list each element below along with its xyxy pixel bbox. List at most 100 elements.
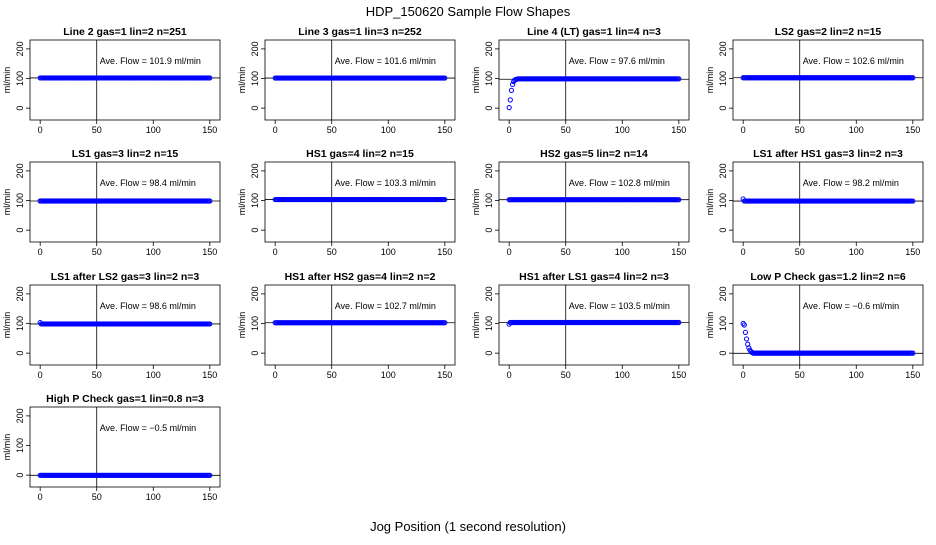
data-points <box>272 75 448 81</box>
y-tick-label: 0 <box>250 228 260 233</box>
y-tick-label: 0 <box>15 351 25 356</box>
x-tick-label: 0 <box>741 370 746 380</box>
panel-6: HS1 gas=4 lin=2 n=15 ml/min 0 50 100 150 0 100 2… <box>237 148 456 257</box>
x-tick-label: 100 <box>146 370 161 380</box>
average-flow-annotation: Ave. Flow = −0.5 ml/min <box>100 423 196 433</box>
data-points <box>740 320 916 356</box>
panel-title: LS1 after HS1 gas=3 lin=2 n=3 <box>753 148 903 160</box>
y-tick-label: 0 <box>718 351 728 356</box>
y-axis-label: ml/min <box>705 189 715 216</box>
x-tick-label: 0 <box>273 370 278 380</box>
average-flow-annotation: Ave. Flow = 97.6 ml/min <box>569 56 665 66</box>
x-tick-label: 50 <box>92 370 102 380</box>
y-axis-label: ml/min <box>2 312 12 339</box>
plot-frame <box>732 161 924 243</box>
x-tick-label: 100 <box>615 125 630 135</box>
x-tick-label: 100 <box>146 247 161 257</box>
y-axis-label: ml/min <box>237 312 247 339</box>
panel-4: LS2 gas=2 lin=2 n=15 ml/min 0 50 100 150 0 100 2… <box>705 26 924 135</box>
data-points <box>506 76 682 111</box>
x-tick-label: 50 <box>795 125 805 135</box>
data-point <box>207 472 213 478</box>
x-tick-label: 50 <box>795 370 805 380</box>
x-tick-label: 150 <box>437 125 452 135</box>
x-tick-label: 50 <box>561 247 571 257</box>
y-tick-label: 100 <box>718 193 728 208</box>
average-flow-annotation: Ave. Flow = 102.7 ml/min <box>335 301 436 311</box>
panel-12: Low P Check gas=1.2 lin=2 n=6 ml/min 0 50 10… <box>705 271 924 380</box>
x-tick-label: 50 <box>561 125 571 135</box>
plot-frame <box>29 161 221 243</box>
y-tick-label: 200 <box>250 286 260 301</box>
data-point <box>506 104 512 111</box>
y-axis-label: ml/min <box>471 312 481 339</box>
y-tick-label: 100 <box>15 316 25 331</box>
data-points <box>37 75 213 81</box>
data-points <box>37 198 213 204</box>
panel-title: Line 2 gas=1 lin=2 n=251 <box>63 26 187 38</box>
y-tick-label: 0 <box>15 106 25 111</box>
data-points <box>506 319 682 327</box>
y-tick-label: 100 <box>484 193 494 208</box>
y-axis-label: ml/min <box>705 67 715 94</box>
y-axis-label: ml/min <box>2 189 12 216</box>
average-flow-annotation: Ave. Flow = 101.6 ml/min <box>335 56 436 66</box>
plot-frame <box>264 284 456 366</box>
x-tick-label: 150 <box>202 492 217 502</box>
y-tick-label: 200 <box>484 163 494 178</box>
panel-title: Low P Check gas=1.2 lin=2 n=6 <box>750 271 905 283</box>
x-tick-label: 0 <box>507 247 512 257</box>
data-point <box>910 75 916 81</box>
x-tick-label: 0 <box>38 370 43 380</box>
x-tick-label: 100 <box>615 247 630 257</box>
data-point <box>508 87 515 93</box>
data-points <box>272 320 448 326</box>
y-tick-label: 100 <box>15 438 25 453</box>
data-points <box>272 196 448 203</box>
average-flow-annotation: Ave. Flow = 103.3 ml/min <box>335 178 436 188</box>
panel-9: LS1 after LS2 gas=3 lin=2 n=3 ml/min 0 50 10… <box>2 271 221 380</box>
x-axis-label: Jog Position (1 second resolution) <box>370 519 566 534</box>
average-flow-annotation: Ave. Flow = 98.4 ml/min <box>100 178 196 188</box>
average-flow-annotation: Ave. Flow = 101.9 ml/min <box>100 56 201 66</box>
y-axis-label: ml/min <box>471 67 481 94</box>
panel-2: Line 3 gas=1 lin=3 n=252 ml/min 0 50 100 150 0… <box>237 26 456 135</box>
x-tick-label: 0 <box>38 125 43 135</box>
y-axis-label: ml/min <box>237 189 247 216</box>
x-tick-label: 150 <box>437 247 452 257</box>
y-tick-label: 200 <box>15 408 25 423</box>
panel-title: HS1 gas=4 lin=2 n=15 <box>306 148 414 160</box>
x-tick-label: 0 <box>741 125 746 135</box>
data-point <box>442 75 448 81</box>
y-tick-label: 200 <box>250 163 260 178</box>
x-tick-label: 100 <box>849 370 864 380</box>
data-point <box>910 198 916 204</box>
plot-frame <box>732 39 924 121</box>
panel-title: High P Check gas=1 lin=0.8 n=3 <box>46 393 204 405</box>
panel-title: Line 3 gas=1 lin=3 n=252 <box>298 26 422 38</box>
y-tick-label: 200 <box>484 41 494 56</box>
average-flow-annotation: Ave. Flow = 102.6 ml/min <box>803 56 904 66</box>
y-tick-label: 100 <box>250 71 260 86</box>
y-tick-label: 100 <box>718 316 728 331</box>
y-tick-label: 200 <box>15 286 25 301</box>
data-points <box>37 472 213 478</box>
y-axis-label: ml/min <box>237 67 247 94</box>
plot-frame <box>29 406 221 488</box>
y-tick-label: 0 <box>484 228 494 233</box>
x-tick-label: 50 <box>327 370 337 380</box>
x-tick-label: 0 <box>273 125 278 135</box>
data-point <box>442 320 448 326</box>
y-tick-label: 200 <box>15 163 25 178</box>
data-point <box>676 76 682 82</box>
data-point <box>507 97 513 103</box>
data-point <box>742 329 749 336</box>
plot-frame <box>498 161 690 243</box>
x-tick-label: 100 <box>146 125 161 135</box>
x-tick-label: 100 <box>381 125 396 135</box>
x-tick-label: 150 <box>202 125 217 135</box>
y-tick-label: 100 <box>484 316 494 331</box>
panel-title: LS2 gas=2 lin=2 n=15 <box>775 26 882 38</box>
y-axis-label: ml/min <box>2 67 12 94</box>
